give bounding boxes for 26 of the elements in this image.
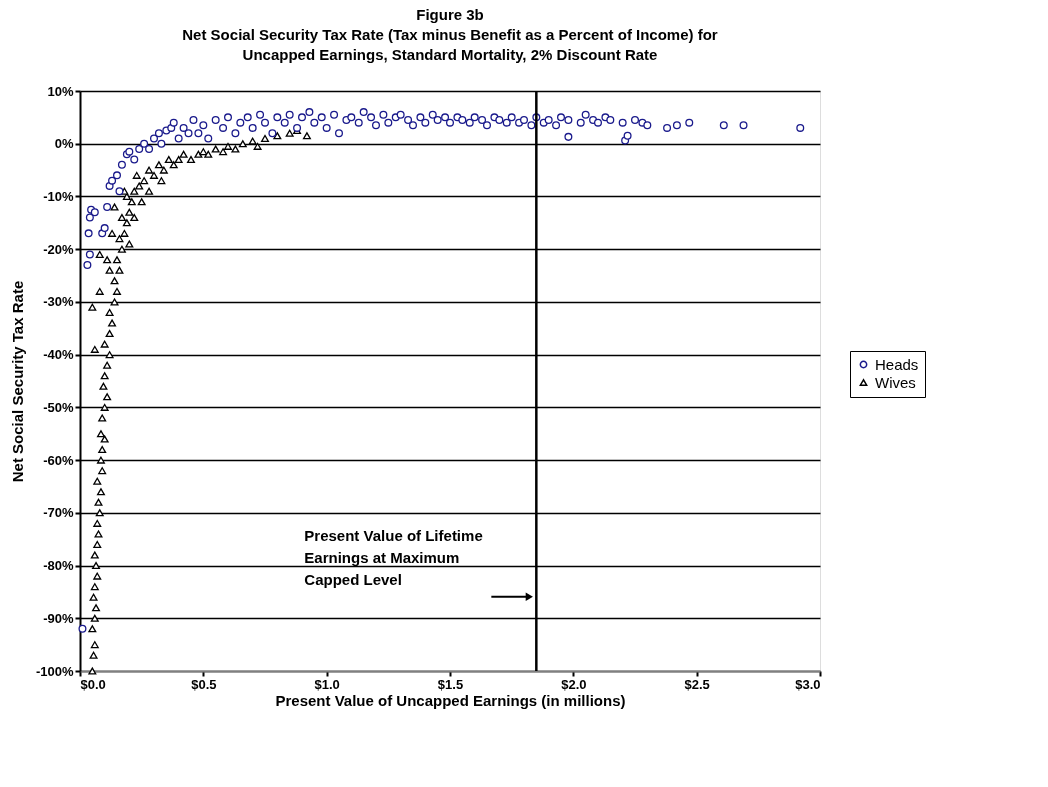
y-axis-title: Net Social Security Tax Rate [8, 280, 26, 483]
y-tick-label: -70% [43, 505, 74, 521]
x-axis-title: Present Value of Uncapped Earnings (in millions) [275, 691, 626, 709]
legend-label: Wives [875, 373, 916, 391]
y-tick-label: -10% [43, 188, 74, 204]
x-tick-label: $0.0 [80, 676, 106, 692]
y-tick-label: 0% [54, 136, 74, 152]
y-tick-label: -90% [43, 610, 74, 626]
y-tick-label: -20% [43, 241, 74, 257]
y-tick-label: -100% [35, 663, 74, 679]
ref-line-label: Present Value of Lifetime Earnings at Maximum Capped Level [304, 526, 483, 588]
x-tick-label: $2.0 [561, 676, 587, 692]
y-tick-label: -80% [43, 558, 74, 574]
chart-title: Figure 3b [416, 6, 484, 23]
x-tick-label: $0.5 [191, 676, 217, 692]
y-tick-label: -40% [43, 347, 74, 363]
y-tick-label: -50% [43, 399, 74, 415]
legend-label: Heads [875, 355, 919, 373]
y-tick-label: 10% [47, 83, 74, 99]
y-tick-label: -60% [43, 452, 74, 468]
x-tick-label: $2.5 [684, 676, 710, 692]
chart-subtitle: Net Social Security Tax Rate (Tax minus Benefit as a Percent of Income) for Uncapped Earnings, Standard Mortality, 2% Discount Rate [182, 26, 718, 63]
x-tick-label: $3.0 [795, 676, 821, 692]
y-tick-label: -30% [43, 294, 74, 310]
x-tick-label: $1.0 [314, 676, 340, 692]
x-tick-label: $1.5 [437, 676, 464, 692]
